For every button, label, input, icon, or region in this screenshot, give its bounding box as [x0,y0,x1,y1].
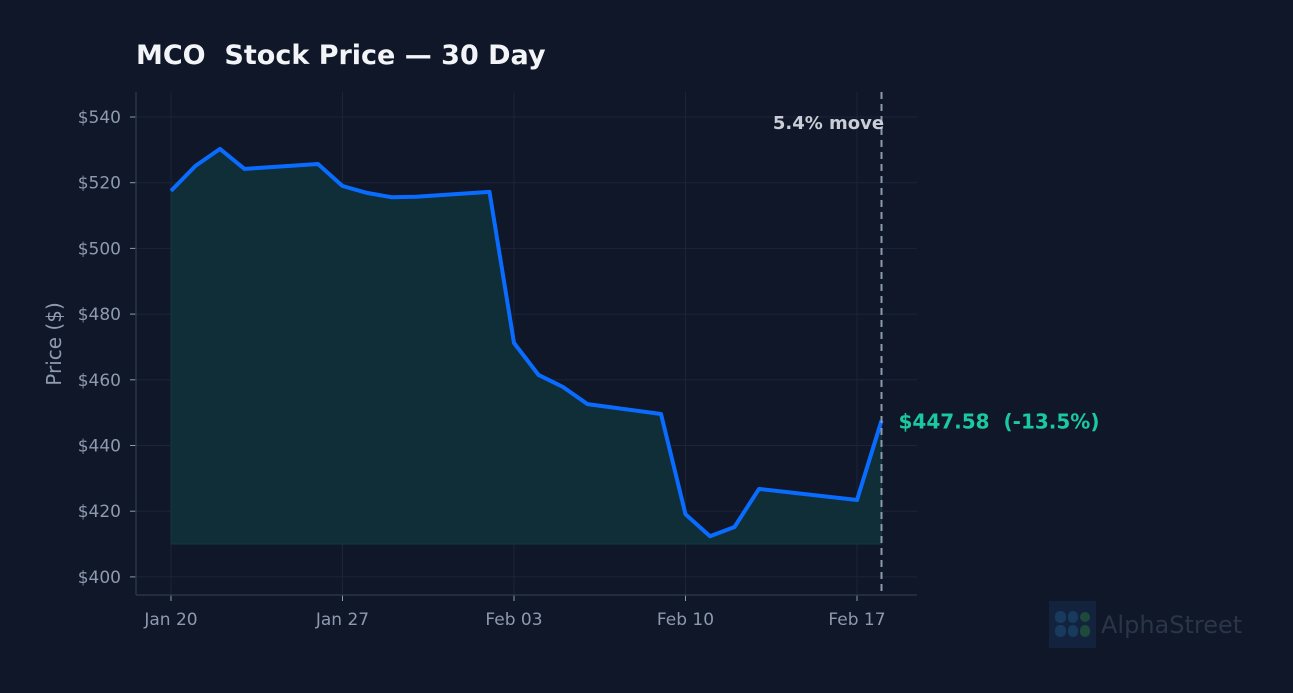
x-tick-label: Jan 20 [143,610,197,630]
axes: $400 $420 $440 $460 $480 $500 $520 $540 Jan 20 Ja… [78,92,917,630]
price-line [169,146,884,539]
y-tick-label: $420 [78,502,121,522]
y-tick-label: $400 [78,568,121,588]
x-tick-label: Jan 27 [315,610,369,630]
y-tick-label: $540 [78,108,121,128]
chart-title: MCO Stock Price — 30 Day [136,40,546,71]
y-tick-label: $440 [78,437,121,457]
x-tick-label: Feb 03 [485,610,542,630]
price-area-fill [170,148,882,545]
y-tick-label: $480 [78,305,121,325]
y-axis-label: Price ($) [42,302,66,385]
move-annotation: 5.4% move [773,113,884,134]
watermark: AlphaStreet [1049,601,1242,648]
y-tick-label: $500 [78,239,121,259]
x-tick-label: Feb 17 [828,610,885,630]
last-price-label: $447.58 (-13.5%) [899,410,1100,434]
watermark-text: AlphaStreet [1101,610,1243,639]
y-tick-label: $460 [78,371,121,391]
x-tick-label: Feb 10 [657,610,714,630]
y-tick-label: $520 [78,174,121,194]
alphastreet-logo-icon [1049,601,1096,648]
